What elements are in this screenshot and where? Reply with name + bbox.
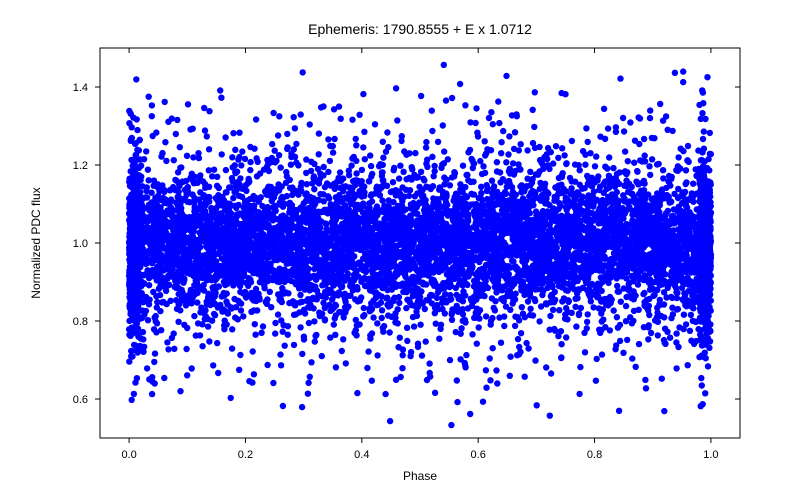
chart-title: Ephemeris: 1790.8555 + E x 1.0712 bbox=[308, 21, 532, 37]
y-tick-label: 1.2 bbox=[73, 160, 88, 172]
y-tick-label: 0.6 bbox=[73, 394, 88, 406]
x-tick-label: 0.2 bbox=[238, 449, 253, 461]
y-axis-label: Normalized PDC flux bbox=[29, 187, 43, 298]
y-tick-label: 0.8 bbox=[73, 316, 88, 328]
scatter-chart: Ephemeris: 1790.8555 + E x 1.0712 Phase … bbox=[0, 0, 800, 500]
y-tick-label: 1.4 bbox=[73, 82, 88, 94]
x-tick-label: 0.6 bbox=[471, 449, 486, 461]
y-tick-label: 1.0 bbox=[73, 238, 88, 250]
x-tick-label: 0.8 bbox=[587, 449, 602, 461]
x-tick-label: 1.0 bbox=[703, 449, 718, 461]
scatter-points bbox=[126, 62, 714, 429]
x-axis-label: Phase bbox=[403, 469, 437, 483]
chart-svg: Ephemeris: 1790.8555 + E x 1.0712 Phase … bbox=[0, 0, 800, 500]
x-tick-label: 0.4 bbox=[354, 449, 369, 461]
x-tick-label: 0.0 bbox=[121, 449, 136, 461]
